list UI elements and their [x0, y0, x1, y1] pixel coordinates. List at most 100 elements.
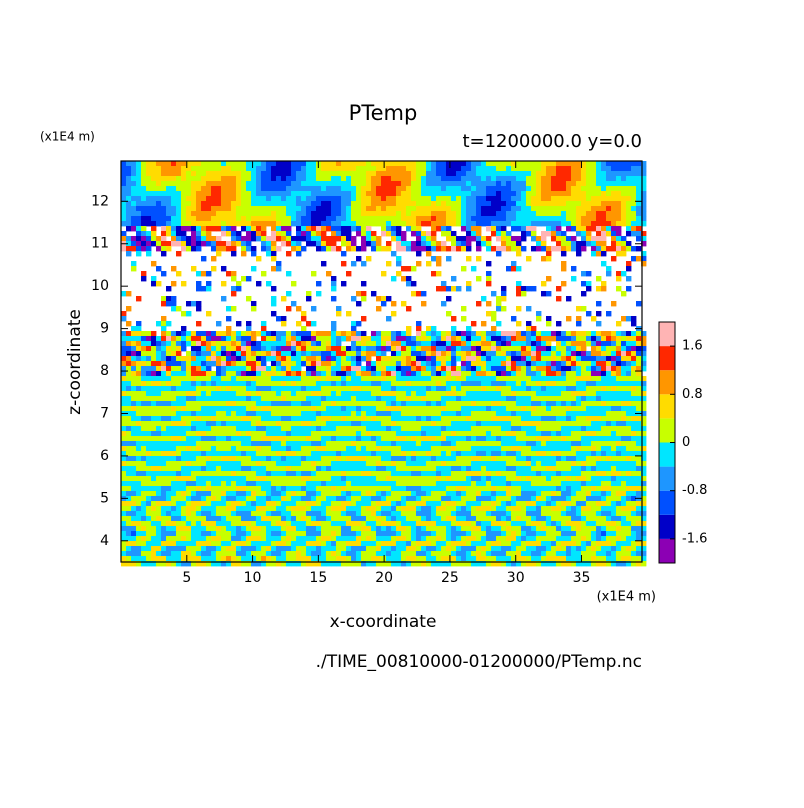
field-cell: [626, 416, 632, 422]
field-cell: [286, 451, 292, 457]
field-cell: [166, 421, 172, 427]
field-cell: [456, 286, 462, 292]
field-cell: [426, 186, 432, 192]
field-cell: [271, 296, 277, 302]
field-cell: [501, 336, 507, 342]
field-cell: [461, 381, 467, 387]
field-cell: [231, 181, 237, 187]
field-cell: [376, 196, 382, 202]
field-cell: [146, 461, 152, 467]
field-cell: [286, 371, 292, 377]
field-cell: [351, 341, 357, 347]
field-cell: [556, 461, 562, 467]
field-cell: [546, 166, 552, 172]
field-cell: [441, 281, 447, 287]
field-cell: [291, 451, 297, 457]
field-cell: [326, 386, 332, 392]
field-cell: [536, 356, 542, 362]
field-cell: [371, 361, 377, 367]
field-cell: [361, 201, 367, 207]
field-cell: [136, 386, 142, 392]
field-cell: [451, 181, 457, 187]
field-cell: [406, 336, 412, 342]
field-cell: [531, 216, 537, 222]
field-cell: [176, 271, 182, 277]
field-cell: [591, 246, 597, 252]
field-cell: [416, 166, 422, 172]
field-cell: [276, 376, 282, 382]
field-cell: [556, 206, 562, 212]
field-cell: [261, 446, 267, 452]
field-cell: [256, 176, 262, 182]
field-cell: [176, 461, 182, 467]
field-cell: [281, 186, 287, 192]
field-cell: [211, 391, 217, 397]
field-cell: [201, 416, 207, 422]
field-cell: [186, 301, 192, 307]
field-cell: [321, 461, 327, 467]
field-cell: [541, 346, 547, 352]
field-cell: [411, 246, 417, 252]
field-cell: [131, 331, 137, 337]
field-cell: [371, 231, 377, 237]
field-cell: [591, 371, 597, 377]
field-cell: [391, 411, 397, 417]
field-cell: [381, 206, 387, 212]
field-cell: [306, 421, 312, 427]
field-cell: [626, 216, 632, 222]
field-cell: [406, 176, 412, 182]
field-cell: [251, 176, 257, 182]
field-cell: [546, 246, 552, 252]
field-cell: [131, 216, 137, 222]
field-cell: [561, 346, 567, 352]
field-cell: [566, 381, 572, 387]
field-cell: [566, 346, 572, 352]
field-cell: [296, 401, 302, 407]
field-cell: [301, 171, 307, 177]
field-cell: [146, 446, 152, 452]
field-cell: [631, 366, 637, 372]
field-cell: [466, 186, 472, 192]
field-cell: [476, 391, 482, 397]
field-cell: [366, 216, 372, 222]
field-cell: [381, 426, 387, 432]
field-cell: [536, 421, 542, 427]
field-cell: [331, 296, 337, 302]
field-cell: [486, 361, 492, 367]
field-cell: [126, 391, 132, 397]
field-cell: [481, 391, 487, 397]
field-cell: [431, 346, 437, 352]
field-cell: [326, 221, 332, 227]
field-cell: [351, 446, 357, 452]
field-cell: [276, 406, 282, 412]
field-cell: [171, 336, 177, 342]
field-cell: [411, 291, 417, 297]
field-cell: [581, 376, 587, 382]
field-cell: [446, 406, 452, 412]
field-cell: [351, 386, 357, 392]
field-cell: [616, 236, 622, 242]
field-cell: [491, 336, 497, 342]
field-cell: [586, 191, 592, 197]
field-cell: [226, 366, 232, 372]
field-cell: [186, 436, 192, 442]
field-cell: [371, 291, 377, 297]
field-cell: [171, 341, 177, 347]
field-cell: [531, 406, 537, 412]
field-cell: [166, 376, 172, 382]
field-cell: [226, 411, 232, 417]
field-cell: [411, 446, 417, 452]
field-cell: [146, 436, 152, 442]
field-cell: [626, 241, 632, 247]
field-cell: [206, 161, 212, 167]
field-cell: [301, 326, 307, 332]
field-cell: [401, 266, 407, 272]
field-cell: [376, 221, 382, 227]
field-cell: [451, 166, 457, 172]
field-cell: [641, 406, 647, 412]
field-cell: [281, 321, 287, 327]
field-cell: [471, 236, 477, 242]
field-cell: [571, 416, 577, 422]
field-cell: [236, 171, 242, 177]
field-cell: [506, 381, 512, 387]
